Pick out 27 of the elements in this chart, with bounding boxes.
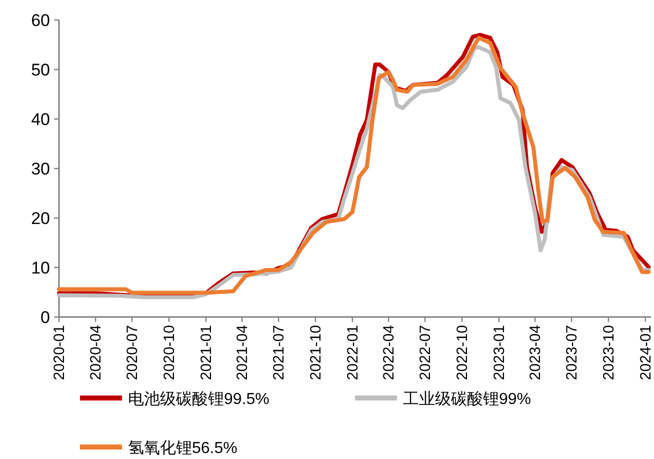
y-tick-label: 20 <box>31 209 50 228</box>
y-tick-label: 30 <box>31 160 50 178</box>
x-tick-label: 2021-07 <box>270 325 288 380</box>
x-tick-label: 2020-01 <box>51 325 68 380</box>
legend-label: 工业级碳酸锂99% <box>403 390 532 408</box>
x-tick-label: 2023-07 <box>564 325 581 380</box>
legend-label: 电池级碳酸锂99.5% <box>128 390 270 408</box>
x-tick-label: 2024-01 <box>637 325 654 380</box>
legend-label: 氢氧化锂56.5% <box>128 440 238 457</box>
x-tick-label: 2020-04 <box>88 325 105 380</box>
y-tick-label: 40 <box>31 110 50 129</box>
x-tick-label: 2022-07 <box>417 325 434 380</box>
x-tick-label: 2023-10 <box>600 325 618 380</box>
y-tick-label: 10 <box>31 258 50 278</box>
x-tick-label: 2023-04 <box>527 325 544 380</box>
y-tick-label: 60 <box>31 11 50 30</box>
x-tick-label: 2022-01 <box>344 325 362 380</box>
x-tick-label: 2020-07 <box>124 325 142 380</box>
x-tick-label: 2020-10 <box>160 325 178 380</box>
x-tick-label: 2022-10 <box>454 325 471 380</box>
x-tick-label: 2021-01 <box>198 325 215 380</box>
y-tick-label: 50 <box>31 60 50 80</box>
x-tick-label: 2023-01 <box>490 325 508 380</box>
x-tick-label: 2021-10 <box>307 325 324 380</box>
x-tick-label: 2022-04 <box>380 325 398 380</box>
y-tick-label: 0 <box>40 308 50 327</box>
x-tick-label: 2021-04 <box>234 325 252 380</box>
